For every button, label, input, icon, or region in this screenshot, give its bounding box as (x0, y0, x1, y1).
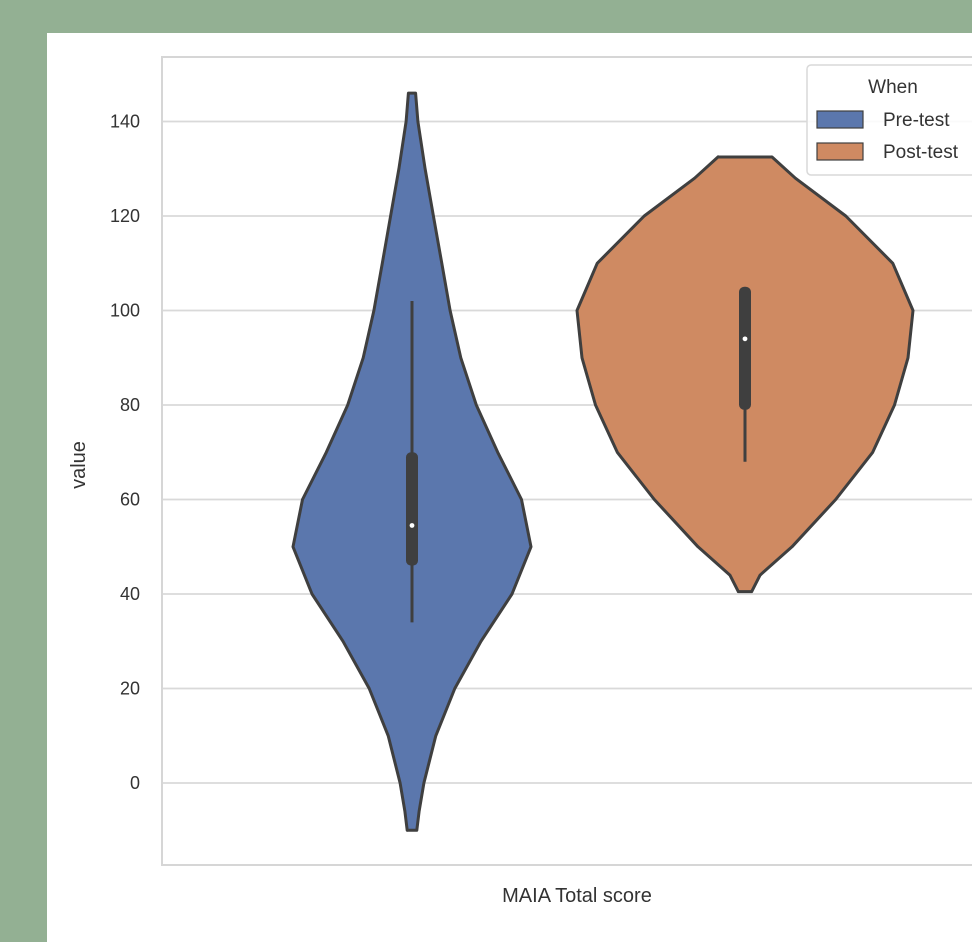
violins (291, 91, 915, 832)
iqr-box (739, 286, 751, 410)
legend-label: Pre-test (883, 110, 950, 131)
iqr-box (406, 452, 418, 566)
legend-items: Pre-test Post-test (816, 110, 959, 163)
y-tick-label: 0 (130, 773, 140, 793)
legend: When Pre-test Post-test (806, 64, 972, 176)
violin-post-test (575, 155, 915, 594)
y-tick-label: 20 (120, 679, 140, 699)
median-point (742, 336, 748, 342)
y-axis-label: value (68, 441, 90, 489)
x-axis-label: MAIA Total score (502, 885, 652, 907)
legend-label: Post-test (883, 142, 959, 163)
median-point (409, 523, 415, 528)
y-axis-ticks: 0 20 40 60 80 100 120 140 (110, 112, 140, 794)
y-tick-label: 140 (110, 112, 140, 132)
legend-title: When (868, 77, 918, 98)
y-tick-label: 40 (120, 584, 140, 604)
plot-frame (161, 56, 972, 866)
y-tick-label: 120 (110, 206, 140, 226)
y-tick-label: 100 (110, 301, 140, 321)
y-tick-label: 80 (120, 395, 140, 415)
y-tick-label: 60 (120, 490, 140, 510)
violin-pre-test (291, 91, 533, 832)
legend-swatch (816, 142, 864, 161)
legend-swatch (816, 110, 864, 129)
